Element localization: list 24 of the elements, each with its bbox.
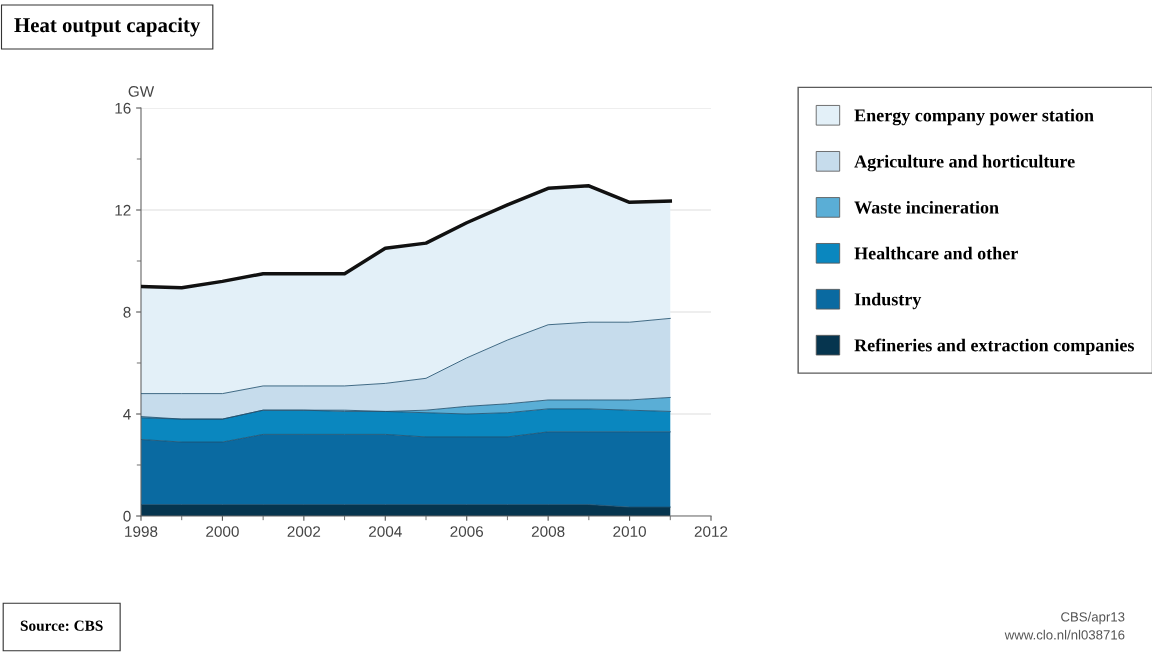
x-tick-label: 2004	[369, 526, 402, 537]
legend-label: Energy company power station	[854, 108, 1094, 126]
legend-label: Waste incineration	[854, 200, 999, 214]
x-tick-label: 2012	[694, 526, 728, 537]
legend-label: Industry	[854, 292, 922, 310]
x-tick-label: 2008	[531, 526, 565, 537]
text: CBS/apr13	[1061, 611, 1125, 625]
y-tick-label: 16	[115, 102, 131, 114]
y-tick-label: 0	[123, 510, 131, 522]
y-axis-title: GW	[128, 86, 155, 97]
x-tick-label: 2002	[287, 526, 321, 537]
chart-title: Heat output capacity	[14, 17, 201, 37]
legend-label: Agriculture and horticulture	[854, 154, 1075, 172]
x-tick-label: 2010	[613, 526, 646, 537]
x-tick-label: 2000	[206, 526, 239, 537]
text: www.clo.nl/nl038716	[1004, 629, 1125, 640]
legend-label: Healthcare and other	[854, 246, 1018, 260]
source-note: Source: CBS	[20, 620, 103, 631]
legend-label: Refineries and extraction companies	[854, 338, 1134, 356]
x-tick-label: 2006	[450, 526, 484, 537]
y-tick-label: 8	[123, 306, 131, 318]
x-tick-label: 1998	[125, 526, 158, 537]
y-tick-label: 12	[115, 204, 131, 216]
y-tick-label: 4	[123, 409, 131, 420]
